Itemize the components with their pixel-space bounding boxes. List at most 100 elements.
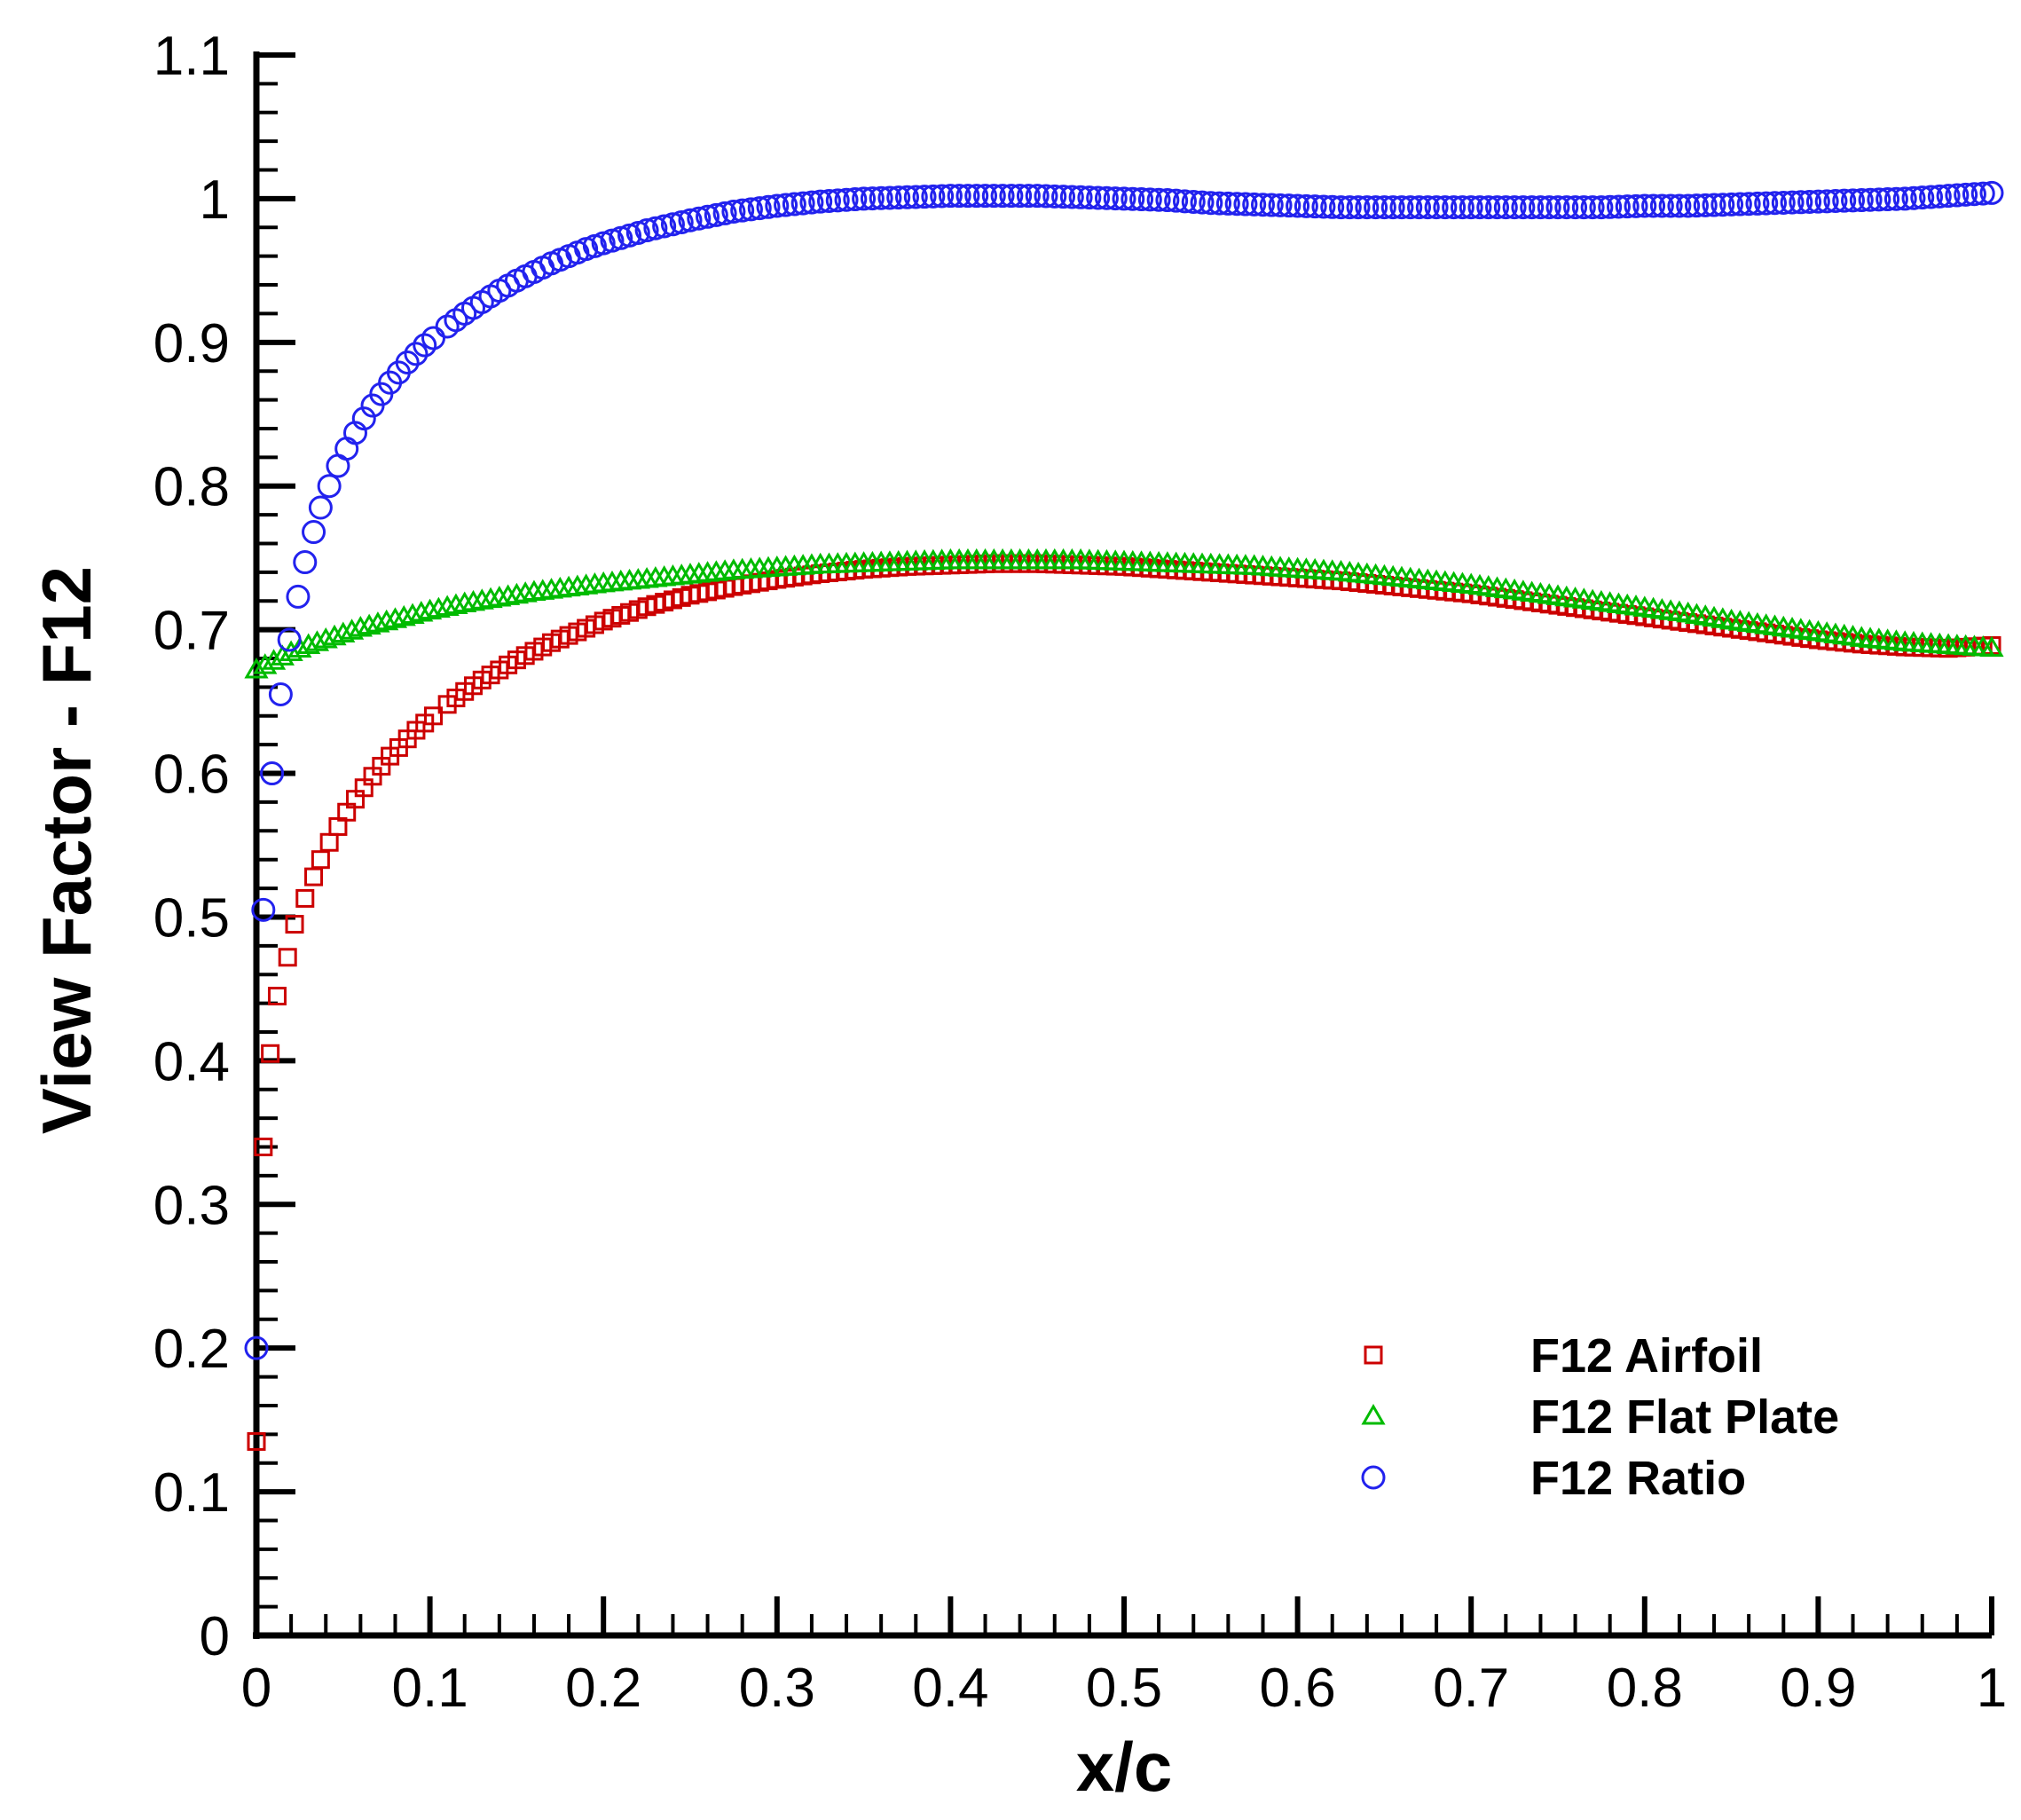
- data-point: [1459, 195, 1483, 220]
- series-f12-flat-plate: [244, 548, 2004, 679]
- data-point: [1867, 187, 1891, 212]
- data-point: [1841, 188, 1866, 213]
- data-point: [1745, 191, 1770, 216]
- data-point: [261, 1044, 280, 1063]
- data-point: [270, 644, 295, 666]
- data-point: [1051, 185, 1076, 209]
- x-tick-label: 0.7: [1433, 1658, 1509, 1719]
- data-point: [1823, 188, 1848, 213]
- data-point: [634, 218, 659, 243]
- data-point: [1624, 193, 1648, 218]
- data-point: [1589, 195, 1614, 220]
- data-point: [304, 867, 324, 886]
- data-point: [1754, 191, 1779, 216]
- data-point: [1433, 195, 1458, 220]
- data-point: [1528, 195, 1553, 220]
- data-point: [1121, 186, 1145, 211]
- legend-marker-f12-ratio: [1361, 1465, 1386, 1490]
- x-tick-label: 0.9: [1780, 1658, 1856, 1719]
- data-point: [1693, 193, 1718, 217]
- data-point: [374, 609, 399, 631]
- data-point: [1311, 194, 1336, 219]
- data-point: [1233, 192, 1258, 217]
- data-point: [413, 333, 437, 358]
- data-point: [1927, 184, 1952, 209]
- x-tick-label: 0.3: [739, 1658, 815, 1719]
- data-point: [395, 350, 420, 374]
- data-point: [247, 1431, 266, 1451]
- data-point: [426, 596, 451, 618]
- data-point: [382, 607, 408, 628]
- data-point: [1442, 195, 1467, 220]
- data-point: [860, 186, 885, 211]
- data-point: [1892, 186, 1917, 211]
- data-point: [285, 915, 304, 934]
- data-point: [253, 653, 278, 674]
- data-point: [404, 342, 429, 366]
- data-point: [1970, 181, 1995, 206]
- data-point: [1259, 193, 1284, 217]
- y-tick-label: 0.9: [153, 313, 230, 374]
- data-point: [1172, 189, 1197, 214]
- data-point: [687, 206, 712, 231]
- data-point: [286, 584, 311, 609]
- data-point: [1571, 195, 1596, 220]
- series-layer: [244, 180, 2004, 1451]
- data-point: [1632, 193, 1657, 218]
- data-point: [417, 598, 443, 620]
- y-tick-label: 0: [200, 1606, 230, 1667]
- data-point: [1129, 187, 1154, 212]
- y-tick-label: 0.4: [153, 1031, 230, 1092]
- data-point: [1545, 195, 1570, 220]
- data-point: [1380, 195, 1405, 220]
- data-point: [1901, 185, 1926, 210]
- data-point: [1025, 184, 1050, 209]
- data-point: [721, 199, 746, 224]
- data-point: [1502, 195, 1527, 220]
- data-point: [669, 209, 694, 234]
- data-point: [322, 624, 347, 646]
- data-point: [1641, 193, 1666, 218]
- data-point: [869, 185, 893, 210]
- data-point: [1485, 195, 1510, 220]
- data-point: [895, 185, 919, 209]
- data-point: [334, 437, 359, 461]
- data-point: [999, 184, 1024, 209]
- x-tick-label: 0.8: [1607, 1658, 1683, 1719]
- data-point: [1355, 195, 1380, 220]
- data-point: [678, 208, 703, 232]
- data-point: [351, 406, 376, 431]
- data-point: [1407, 195, 1432, 220]
- data-point: [903, 185, 928, 209]
- data-point: [1068, 185, 1093, 209]
- data-point: [1476, 195, 1501, 220]
- x-tick-label: 1: [1977, 1658, 2007, 1719]
- y-tick-label: 0.6: [153, 745, 230, 806]
- data-point: [1389, 195, 1414, 220]
- data-point: [1034, 184, 1058, 209]
- data-point: [295, 888, 315, 908]
- data-point: [444, 593, 468, 615]
- data-point: [1719, 192, 1744, 217]
- data-point: [834, 187, 859, 212]
- data-point: [955, 184, 980, 209]
- data-point: [947, 184, 971, 209]
- data-point: [261, 649, 287, 670]
- data-point: [1346, 195, 1371, 220]
- data-point: [1676, 193, 1701, 218]
- data-point: [1493, 195, 1518, 220]
- data-point: [712, 201, 737, 225]
- data-point: [1658, 193, 1683, 218]
- data-point: [1103, 186, 1128, 211]
- y-tick-label: 1.1: [153, 26, 230, 87]
- data-point: [1537, 195, 1561, 220]
- data-point: [339, 618, 365, 640]
- data-point: [1511, 195, 1536, 220]
- data-point: [964, 184, 989, 209]
- y-tick-label: 0.2: [153, 1319, 230, 1380]
- data-point: [730, 198, 755, 223]
- data-point: [756, 194, 781, 219]
- legend-marker-f12-flat-plate: [1361, 1404, 1386, 1425]
- data-point: [816, 188, 841, 213]
- data-point: [1329, 195, 1353, 220]
